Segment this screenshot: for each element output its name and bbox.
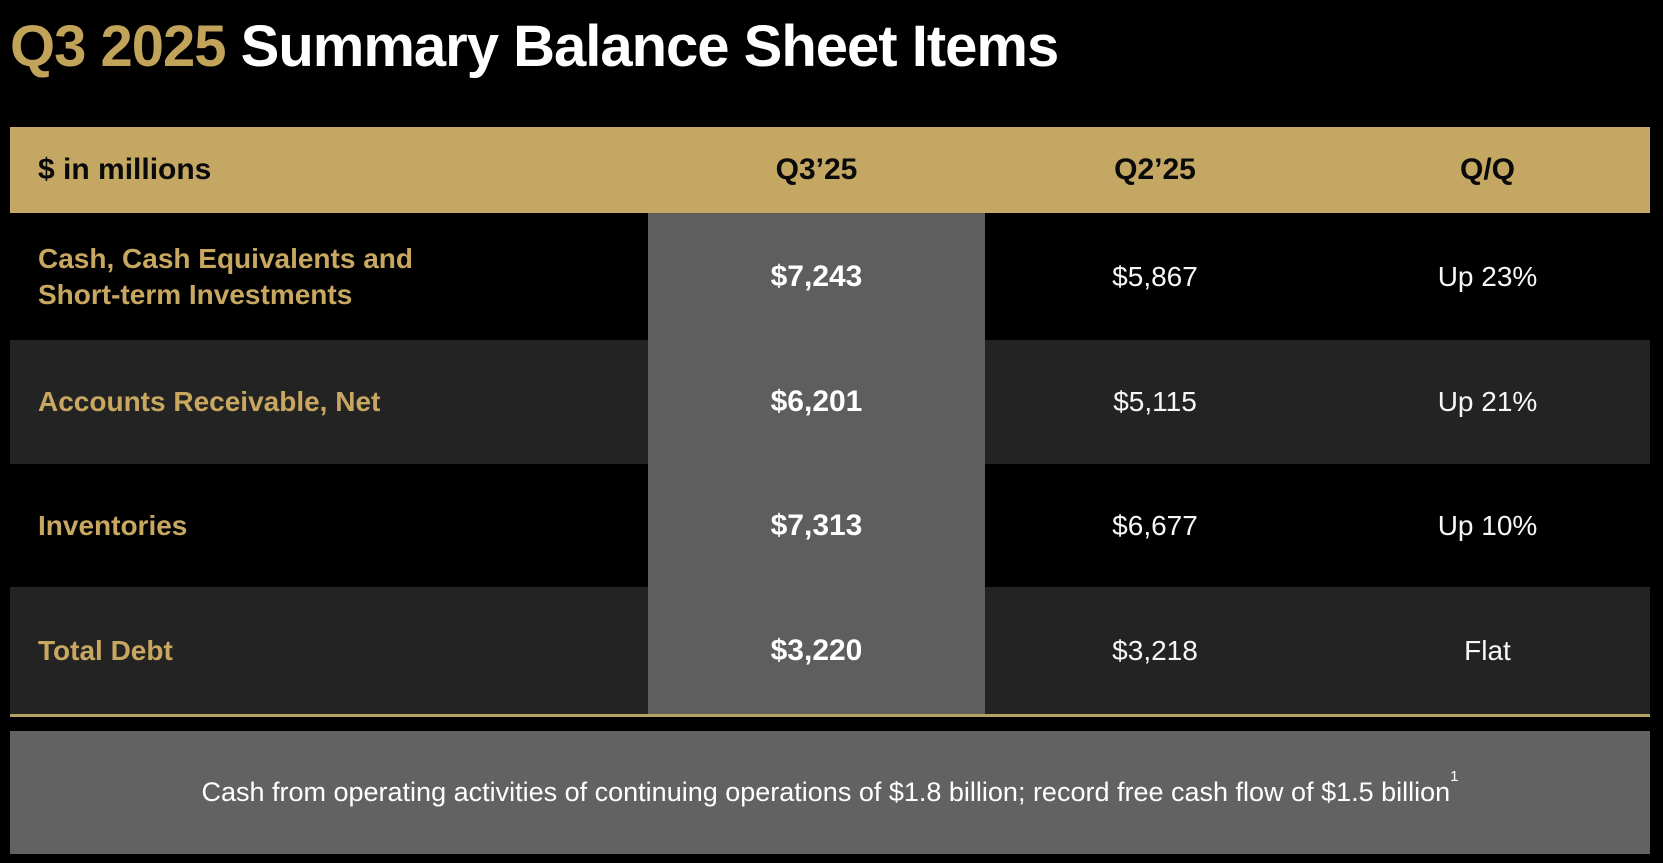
title-quarter: Q3 2025 — [10, 13, 227, 79]
highlight-banner: Cash from operating activities of contin… — [10, 731, 1650, 854]
row-label: Cash, Cash Equivalents and Short-term In… — [38, 242, 413, 310]
table-row-cash: Cash, Cash Equivalents and Short-term In… — [10, 213, 1650, 340]
row-label: Total Debt — [38, 634, 173, 666]
header-col-q2-25: Q2’25 — [1114, 153, 1196, 186]
title-text: Summary Balance Sheet Items — [225, 13, 1060, 79]
table-row-inventories: Inventories $7,313 $6,677 Up 10% — [10, 464, 1650, 587]
qq-change-cell: Up 23% — [1437, 260, 1538, 292]
q2-value-cell: $5,867 — [1112, 260, 1198, 292]
balance-sheet-table: $ in millions Q3’25 Q2’25 Q/Q Cash, Cash… — [10, 127, 1650, 717]
header-units-label: $ in millions — [38, 153, 212, 186]
banner-text: Cash from operating activities of contin… — [201, 768, 1459, 807]
footnote-marker: 1 — [1450, 768, 1459, 785]
q3-value-cell: $3,220 — [648, 587, 985, 714]
table-row-total-debt: Total Debt $3,220 $3,218 Flat — [10, 587, 1650, 714]
header-col-qq: Q/Q — [1459, 153, 1515, 186]
row-label: Accounts Receivable, Net — [38, 386, 381, 418]
q3-value-cell: $7,243 — [648, 213, 985, 340]
q2-value-cell: $3,218 — [1112, 634, 1198, 666]
qq-change-cell: Flat — [1464, 634, 1511, 666]
q2-value-cell: $6,677 — [1112, 509, 1198, 541]
table-header-row: $ in millions Q3’25 Q2’25 Q/Q — [10, 127, 1650, 213]
table-body: Cash, Cash Equivalents and Short-term In… — [10, 213, 1650, 717]
qq-change-cell: Up 10% — [1437, 509, 1538, 541]
q3-value-cell: $6,201 — [648, 340, 985, 464]
header-col-q3-25: Q3’25 — [775, 153, 858, 186]
q3-value-cell: $7,313 — [648, 464, 985, 587]
table-row-accounts-receivable: Accounts Receivable, Net $6,201 $5,115 U… — [10, 340, 1650, 464]
page-title: Q3 2025 Summary Balance Sheet Items — [10, 0, 1060, 92]
row-label: Inventories — [38, 509, 188, 541]
q2-value-cell: $5,115 — [1113, 386, 1197, 417]
qq-change-cell: Up 21% — [1437, 386, 1538, 417]
